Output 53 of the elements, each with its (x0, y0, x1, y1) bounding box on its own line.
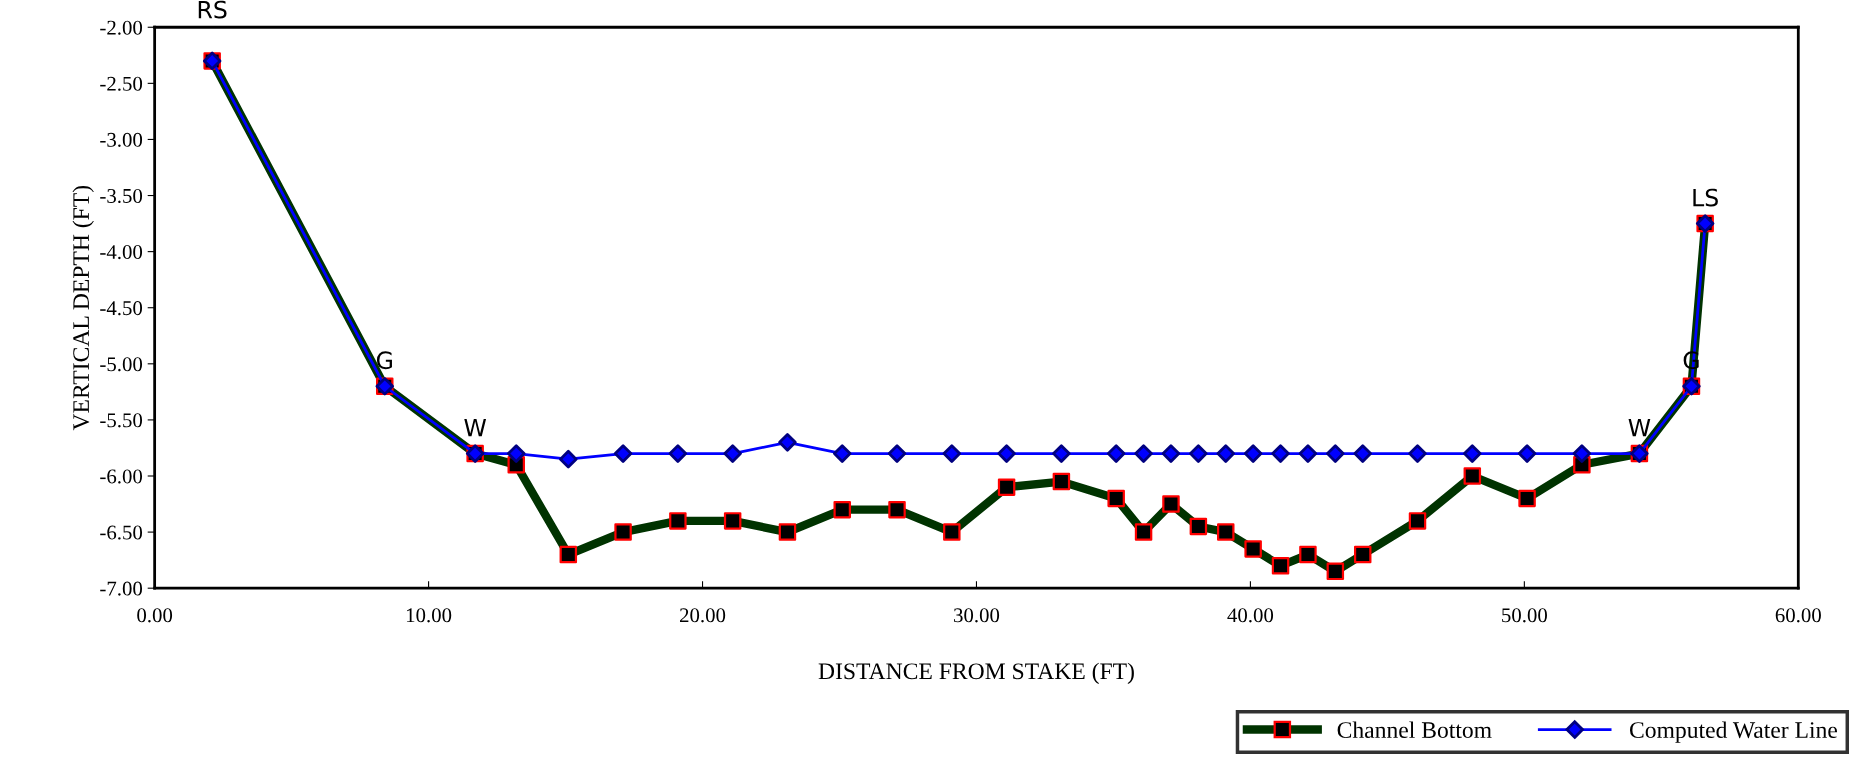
x-axis-title: DISTANCE FROM STAKE (FT) (818, 662, 1134, 685)
annotation: W (464, 418, 487, 437)
annotation: RS (198, 0, 227, 19)
y-tick-label: -4.50 (100, 301, 143, 316)
y-tick-label: -3.00 (100, 132, 143, 147)
point (1189, 444, 1208, 463)
point (1134, 444, 1153, 463)
point (887, 444, 907, 463)
y-tick-label: -2.00 (100, 20, 143, 35)
point (1161, 444, 1181, 463)
point (1271, 444, 1290, 463)
point (1517, 444, 1537, 463)
point (559, 449, 578, 469)
point (507, 444, 526, 463)
y-tick-label: -6.50 (100, 525, 143, 540)
x-tick-label: 50.00 (1502, 608, 1547, 623)
y-tick-label: -6.00 (100, 469, 143, 484)
point (1326, 444, 1345, 463)
x-tick-label: 60.00 (1775, 608, 1821, 623)
point (1408, 444, 1427, 463)
x-tick-label: 20.00 (680, 608, 726, 623)
point (778, 433, 797, 452)
point (1298, 444, 1318, 463)
y-tick-label: -5.00 (100, 357, 143, 372)
annotation: W (1628, 418, 1651, 437)
point (832, 444, 852, 463)
x-tick-label: 40.00 (1227, 608, 1274, 623)
y-tick-label: -2.50 (100, 76, 143, 91)
point (668, 444, 688, 463)
point (1243, 444, 1263, 463)
point (723, 444, 742, 463)
y-tick-label: -3.50 (100, 188, 143, 204)
point (613, 444, 633, 463)
point (1353, 444, 1372, 463)
y-tick-label: -4.00 (100, 245, 143, 260)
x-tick-label: 10.00 (406, 608, 452, 623)
annotation: G (1683, 351, 1699, 370)
legend-label: Channel Bottom (1337, 721, 1492, 739)
y-axis-title: VERTICAL DEPTH (FT) (72, 185, 94, 431)
legend-label: Computed Water Line (1629, 721, 1838, 743)
point (942, 444, 962, 463)
x-tick-label: 0.00 (137, 608, 173, 623)
annotation: G (376, 351, 392, 370)
y-tick-label: -5.50 (100, 413, 143, 428)
point (1052, 444, 1071, 463)
point (1216, 444, 1235, 463)
point (997, 444, 1016, 463)
x-tick-label: 30.00 (954, 608, 1000, 623)
y-tick-label: -7.00 (100, 581, 143, 596)
annotation: LS (1693, 188, 1718, 207)
point (1572, 444, 1592, 463)
point (1463, 444, 1482, 463)
point (1106, 444, 1126, 463)
